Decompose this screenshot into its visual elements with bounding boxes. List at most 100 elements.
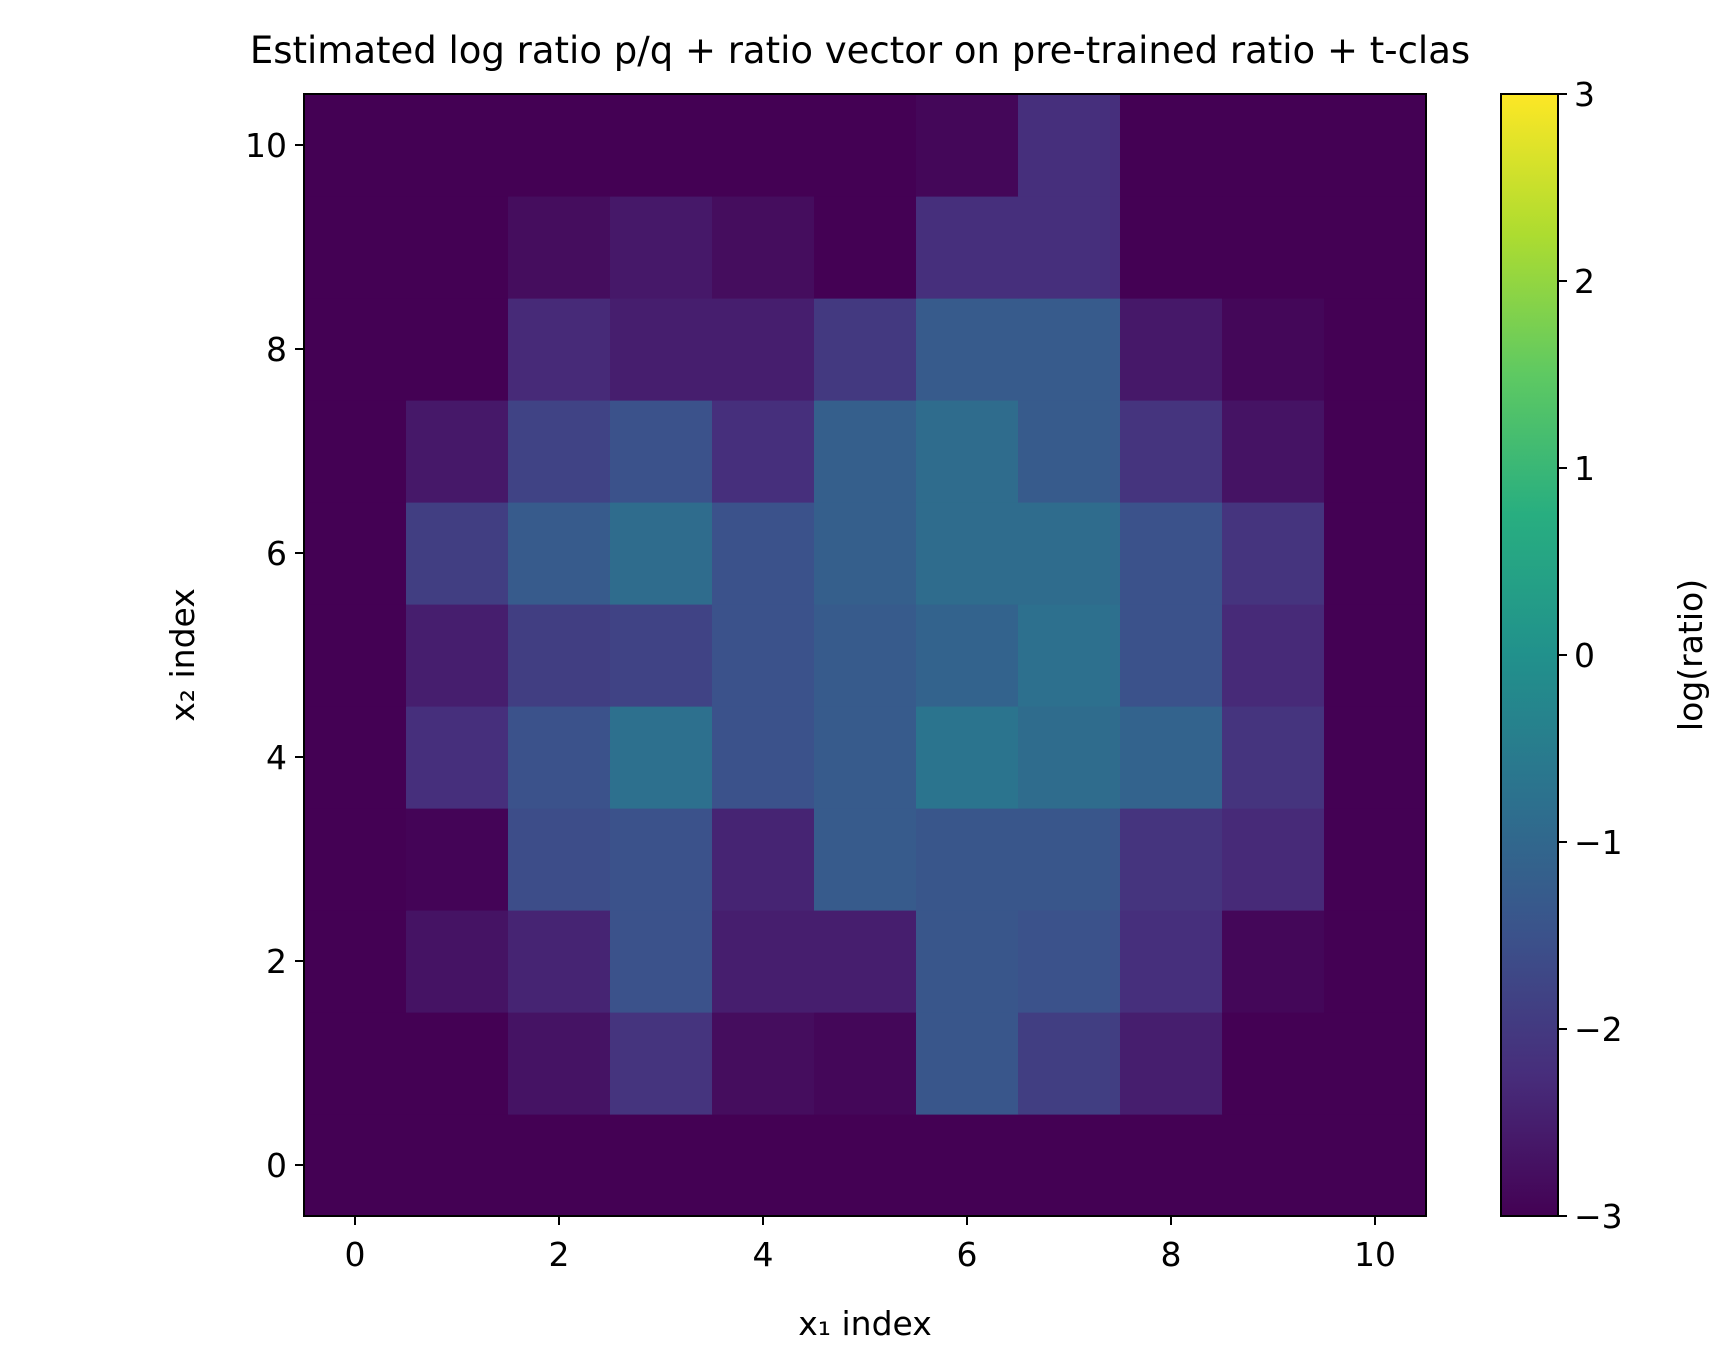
x-tick-label: 0 bbox=[345, 1235, 366, 1274]
x-axis-ticks: 0 2 4 6 8 10 bbox=[345, 1216, 1396, 1274]
y-tick-label: 6 bbox=[266, 534, 287, 573]
heatmap-cell bbox=[1222, 298, 1325, 401]
heatmap-cell bbox=[508, 196, 611, 299]
colorbar-tick-label: 2 bbox=[1574, 262, 1595, 301]
heatmap-cell bbox=[406, 910, 509, 1013]
heatmap-cell bbox=[1018, 196, 1121, 299]
y-tick-label: 10 bbox=[245, 126, 287, 165]
heatmap-cell bbox=[814, 1012, 917, 1115]
heatmap-cell bbox=[1120, 808, 1223, 911]
colorbar-tick-label: −3 bbox=[1574, 1197, 1623, 1236]
heatmap-cell bbox=[1018, 502, 1121, 605]
colorbar-tick-label: −1 bbox=[1574, 823, 1623, 862]
heatmap-cell bbox=[916, 604, 1019, 707]
heatmap-cell bbox=[916, 808, 1019, 911]
y-axis-label: x₂ index bbox=[163, 588, 202, 722]
heatmap-cell bbox=[1324, 1012, 1427, 1115]
heatmap-cell bbox=[508, 706, 611, 809]
heatmap-cell bbox=[304, 400, 407, 503]
heatmap-cell bbox=[1018, 94, 1121, 197]
heatmap-cell bbox=[1324, 196, 1427, 299]
heatmap-cell bbox=[406, 196, 509, 299]
heatmap-cell bbox=[1222, 1012, 1325, 1115]
colorbar-tick-label: 1 bbox=[1574, 449, 1595, 488]
heatmap-cell bbox=[712, 910, 815, 1013]
heatmap-cell bbox=[1120, 1012, 1223, 1115]
heatmap-cell bbox=[916, 298, 1019, 401]
heatmap-cell bbox=[1018, 910, 1121, 1013]
heatmap-cell bbox=[508, 604, 611, 707]
heatmap-cell bbox=[814, 298, 917, 401]
heatmap-cell bbox=[1018, 1012, 1121, 1115]
heatmap-cell bbox=[1324, 910, 1427, 1013]
heatmap-cell bbox=[610, 94, 713, 197]
heatmap-cell bbox=[712, 94, 815, 197]
heatmap-cell bbox=[610, 604, 713, 707]
heatmap-cell bbox=[508, 298, 611, 401]
x-tick-label: 4 bbox=[753, 1235, 774, 1274]
colorbar-ticks: −3 −2 −1 0 1 2 3 bbox=[1558, 75, 1623, 1236]
heatmap-cell bbox=[712, 400, 815, 503]
heatmap-cell bbox=[916, 502, 1019, 605]
y-tick-label: 0 bbox=[266, 1146, 287, 1185]
heatmap-cell bbox=[1222, 604, 1325, 707]
colorbar-tick-label: −2 bbox=[1574, 1010, 1623, 1049]
y-tick-label: 2 bbox=[266, 942, 287, 981]
heatmap-cell bbox=[1324, 808, 1427, 911]
heatmap-cell bbox=[610, 196, 713, 299]
heatmap-cell bbox=[1222, 196, 1325, 299]
heatmap-cell bbox=[1324, 94, 1427, 197]
heatmap-cell bbox=[1222, 706, 1325, 809]
y-tick-label: 4 bbox=[266, 738, 287, 777]
heatmap-cell bbox=[406, 1012, 509, 1115]
heatmap-cell bbox=[406, 502, 509, 605]
heatmap-cell bbox=[814, 604, 917, 707]
heatmap-cell bbox=[1324, 1114, 1427, 1217]
heatmap-cell bbox=[1018, 400, 1121, 503]
heatmap-cell bbox=[406, 94, 509, 197]
heatmap-cell bbox=[406, 808, 509, 911]
heatmap-cell bbox=[1120, 400, 1223, 503]
heatmap-cell bbox=[1120, 1114, 1223, 1217]
heatmap-cell bbox=[916, 910, 1019, 1013]
heatmap-cell bbox=[1222, 1114, 1325, 1217]
heatmap-cell bbox=[916, 1114, 1019, 1217]
heatmap-cell bbox=[1222, 400, 1325, 503]
heatmap-cell bbox=[304, 808, 407, 911]
heatmap-cell bbox=[610, 502, 713, 605]
heatmap-cell bbox=[304, 502, 407, 605]
heatmap-cell bbox=[712, 808, 815, 911]
heatmap-cell bbox=[1222, 910, 1325, 1013]
heatmap-cell bbox=[406, 706, 509, 809]
heatmap-cell bbox=[712, 298, 815, 401]
heatmap-cell bbox=[1324, 298, 1427, 401]
heatmap-cell bbox=[1120, 94, 1223, 197]
heatmap-cell bbox=[508, 808, 611, 911]
heatmap-cell bbox=[814, 400, 917, 503]
heatmap-cell bbox=[610, 808, 713, 911]
heatmap-cell bbox=[814, 1114, 917, 1217]
heatmap-cells bbox=[304, 94, 1427, 1217]
heatmap-cell bbox=[406, 1114, 509, 1217]
colorbar-tick-label: 0 bbox=[1574, 636, 1595, 675]
heatmap-cell bbox=[508, 502, 611, 605]
heatmap-cell bbox=[406, 604, 509, 707]
heatmap-cell bbox=[1120, 706, 1223, 809]
x-tick-label: 6 bbox=[957, 1235, 978, 1274]
heatmap-cell bbox=[304, 910, 407, 1013]
x-axis-label: x₁ index bbox=[798, 1304, 932, 1343]
heatmap-cell bbox=[1324, 604, 1427, 707]
heatmap-cell bbox=[610, 706, 713, 809]
heatmap-cell bbox=[712, 1012, 815, 1115]
heatmap-cell bbox=[712, 1114, 815, 1217]
colorbar bbox=[1500, 93, 1559, 1217]
heatmap-cell bbox=[1018, 706, 1121, 809]
heatmap-cell bbox=[508, 94, 611, 197]
heatmap-cell bbox=[1324, 706, 1427, 809]
heatmap-cell bbox=[1324, 400, 1427, 503]
heatmap-cell bbox=[1222, 808, 1325, 911]
heatmap-cell bbox=[508, 1114, 611, 1217]
colorbar-tick-label: 3 bbox=[1574, 75, 1595, 114]
heatmap-cell bbox=[1324, 502, 1427, 605]
heatmap-cell bbox=[1018, 1114, 1121, 1217]
